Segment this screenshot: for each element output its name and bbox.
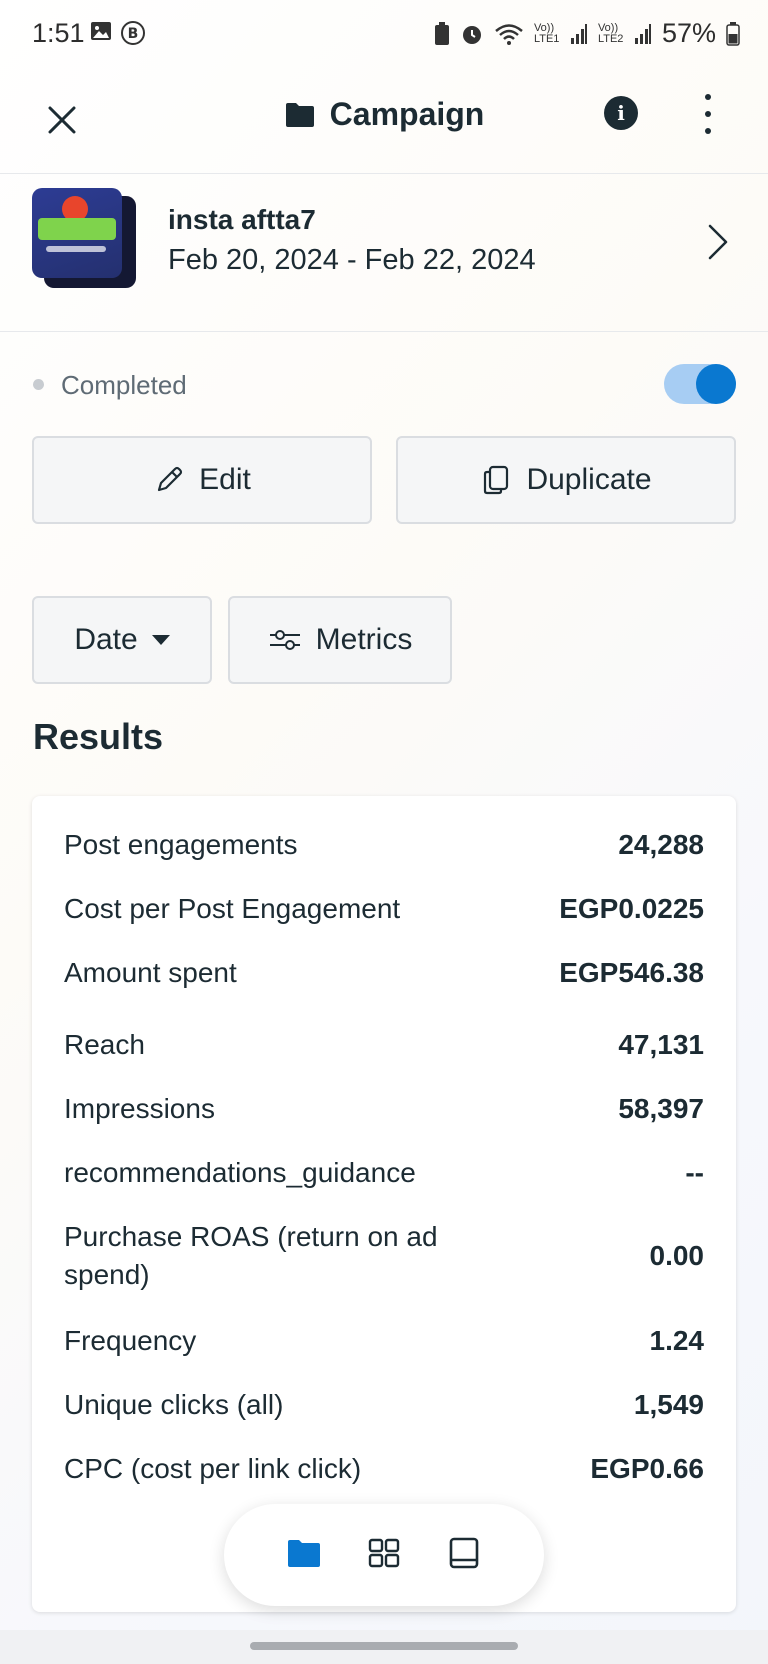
edit-button[interactable]: Edit: [32, 436, 372, 524]
more-dot: [705, 128, 711, 134]
status-time: 1:51: [32, 18, 85, 48]
metric-value: 24,288: [618, 829, 704, 860]
metric-row: Cost per Post Engagement EGP0.0225: [64, 890, 704, 928]
metric-row: Frequency 1.24: [64, 1322, 704, 1360]
metric-value: 47,131: [618, 1029, 704, 1060]
metric-row: Impressions 58,397: [64, 1090, 704, 1128]
metric-label: Post engagements: [64, 829, 298, 860]
status-label: Completed: [61, 370, 187, 400]
more-options-button[interactable]: [698, 94, 718, 134]
wifi-icon: [495, 23, 523, 45]
nav-item-campaign[interactable]: [286, 1535, 322, 1576]
sliders-icon: [269, 630, 300, 650]
status-notification-icons: B: [90, 20, 146, 46]
battery-percent: 57%: [661, 18, 716, 48]
folder-icon: [288, 1539, 320, 1567]
campaign-name: insta aftta7: [168, 204, 316, 235]
metric-label: Cost per Post Engagement: [64, 893, 401, 924]
metric-row: Purchase ROAS (return on ad spend) 0.00: [64, 1218, 704, 1294]
campaign-dates: Feb 20, 2024 - Feb 22, 2024: [168, 244, 536, 276]
edit-label: Edit: [199, 463, 251, 496]
folder-icon: [285, 102, 314, 127]
status-right: Vo)) LTE1 Vo)) LTE2 57%: [434, 18, 740, 49]
thumbnail-logo-mark: [62, 196, 88, 222]
metric-row: Unique clicks (all) 1,549: [64, 1386, 704, 1424]
network-lte2: Vo)) LTE2: [597, 21, 624, 45]
metric-label: Unique clicks (all): [64, 1389, 284, 1420]
close-icon: [48, 106, 76, 134]
battery-icon: [726, 21, 740, 46]
grid-icon: [368, 1538, 400, 1567]
duplicate-icon: [484, 465, 509, 495]
battery-saver-icon: [434, 21, 449, 45]
status-dot: [33, 379, 44, 390]
results-card: Post engagements 24,288 Cost per Post En…: [32, 796, 736, 1612]
duplicate-button[interactable]: Duplicate: [396, 436, 736, 524]
metric-row: CPC (cost per link click) EGP0.66: [64, 1450, 704, 1488]
metric-value: 0.00: [649, 1240, 705, 1271]
metric-label: Reach: [64, 1029, 145, 1060]
metric-value: EGP546.38: [559, 957, 704, 988]
status-bar: 1:51 B Vo)) LTE1 Vo)) LTE2 57%: [0, 0, 768, 72]
campaign-toggle[interactable]: [664, 364, 736, 404]
status-row: Completed: [0, 360, 768, 410]
thumbnail-logo-text: [38, 218, 116, 240]
metric-value: --: [685, 1157, 704, 1188]
metric-row: Amount spent EGP546.38: [64, 954, 704, 992]
svg-text:B: B: [128, 26, 139, 42]
metric-row: Reach 47,131: [64, 1026, 704, 1064]
metric-row: recommendations_guidance --: [64, 1154, 704, 1192]
metric-label: recommendations_guidance: [64, 1157, 416, 1188]
toggle-knob: [696, 364, 736, 404]
metric-label: Impressions: [64, 1093, 215, 1124]
info-icon: i: [617, 101, 625, 125]
pencil-icon: [158, 466, 183, 492]
metric-value: EGP0.66: [590, 1453, 704, 1484]
tablet-icon: [449, 1537, 479, 1568]
metric-value: 1,549: [633, 1389, 704, 1420]
nav-item-preview[interactable]: [446, 1535, 482, 1576]
metric-label: Amount spent: [64, 957, 237, 988]
home-indicator[interactable]: [250, 1642, 518, 1650]
thumbnail-tagline: [46, 246, 106, 252]
gallery-icon: [91, 22, 111, 40]
more-dot: [705, 111, 711, 117]
campaign-summary-row[interactable]: insta aftta7 Feb 20, 2024 - Feb 22, 2024: [0, 174, 768, 332]
bottom-nav: [224, 1504, 544, 1606]
duplicate-label: Duplicate: [526, 463, 652, 496]
metric-row: Post engagements 24,288: [64, 826, 704, 864]
signal-icon: [570, 23, 587, 44]
metric-value: EGP0.0225: [559, 893, 704, 924]
metric-label: Frequency: [64, 1325, 197, 1356]
app-bar: Campaign i: [0, 72, 768, 174]
nav-item-grid[interactable]: [366, 1535, 402, 1576]
date-filter-label: Date: [74, 623, 138, 656]
signal-icon: [634, 23, 651, 44]
metric-value: 58,397: [618, 1093, 704, 1124]
system-nav-area: [0, 1630, 768, 1664]
close-button[interactable]: [40, 98, 84, 142]
results-heading: Results: [33, 716, 164, 757]
page-title: Campaign: [329, 96, 485, 132]
metric-label: CPC (cost per link click): [64, 1453, 362, 1484]
chevron-right-icon: [708, 224, 728, 260]
date-filter-button[interactable]: Date: [32, 596, 212, 684]
info-button[interactable]: i: [604, 96, 638, 130]
campaign-thumbnail: [32, 188, 122, 278]
metric-value: 1.24: [649, 1325, 705, 1356]
metric-label: Purchase ROAS (return on ad spend): [64, 1221, 438, 1290]
caret-down-icon: [151, 635, 170, 645]
b-badge-icon: B: [121, 21, 145, 45]
title-wrap: Campaign: [0, 96, 768, 133]
metrics-filter-button[interactable]: Metrics: [228, 596, 452, 684]
alarm-icon: [462, 25, 481, 44]
network-lte1: Vo)) LTE1: [533, 21, 560, 45]
more-dot: [705, 94, 711, 100]
metrics-filter-label: Metrics: [315, 623, 413, 656]
